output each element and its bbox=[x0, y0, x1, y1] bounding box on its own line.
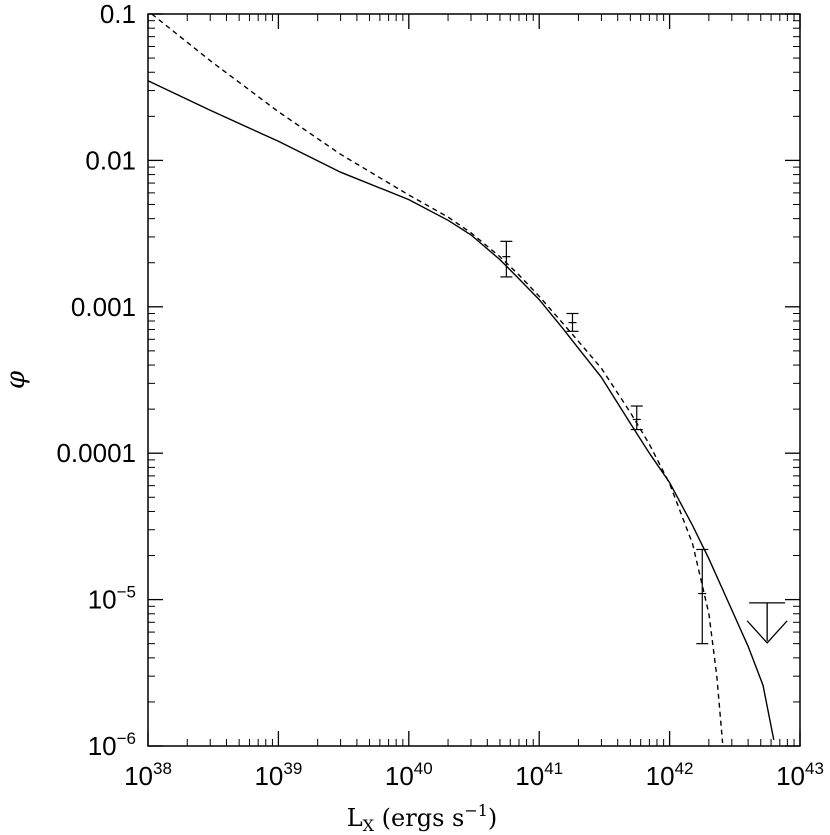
series-dashed-line bbox=[151, 13, 724, 743]
series-layer bbox=[147, 13, 775, 743]
x-axis-label-main: L bbox=[347, 804, 363, 832]
y-tick-base: 10 bbox=[88, 731, 117, 761]
x-tick-exponent: 43 bbox=[805, 759, 824, 778]
upper-limit-arrow bbox=[746, 602, 788, 644]
y-tick-exponent: −5 bbox=[117, 583, 136, 602]
upper-limits bbox=[746, 602, 788, 644]
x-axis-label-units: (ergs s bbox=[374, 804, 464, 832]
x-axis-label-subscript: X bbox=[363, 816, 375, 835]
y-tick-label: 0.0001 bbox=[56, 438, 136, 468]
x-tick-exponent: 42 bbox=[675, 759, 694, 778]
y-tick-label: 10−5 bbox=[88, 583, 136, 615]
upper-limit-arrowhead bbox=[746, 620, 788, 644]
error-bar-point bbox=[500, 240, 513, 278]
y-tick-label: 10−6 bbox=[88, 729, 136, 761]
x-tick-label: 1043 bbox=[776, 759, 824, 791]
y-axis-label: φ bbox=[1, 370, 31, 389]
x-tick-label: 1040 bbox=[385, 759, 433, 791]
x-tick-label: 1038 bbox=[124, 759, 172, 791]
y-tick-label: 0.001 bbox=[71, 292, 136, 322]
x-tick-base: 10 bbox=[515, 761, 544, 791]
x-axis-label: LX (ergs s−1) bbox=[347, 801, 498, 835]
minor-ticks bbox=[148, 14, 800, 746]
x-tick-base: 10 bbox=[124, 761, 153, 791]
error-bar-point bbox=[630, 405, 643, 431]
y-tick-exponent: −6 bbox=[117, 729, 136, 748]
plot-frame bbox=[147, 13, 801, 747]
y-tick-label: 0.01 bbox=[85, 145, 136, 175]
x-tick-label: 1042 bbox=[646, 759, 694, 791]
x-tick-exponent: 39 bbox=[283, 759, 302, 778]
x-tick-exponent: 38 bbox=[153, 759, 172, 778]
x-tick-base: 10 bbox=[776, 761, 805, 791]
error-bar-point bbox=[696, 548, 709, 645]
y-tick-label: 0.1 bbox=[100, 0, 136, 29]
y-tick-base: 10 bbox=[88, 585, 117, 615]
x-tick-exponent: 41 bbox=[544, 759, 563, 778]
error-bars bbox=[500, 240, 709, 645]
x-tick-base: 10 bbox=[385, 761, 414, 791]
x-tick-exponent: 40 bbox=[414, 759, 433, 778]
x-axis-label-units-exponent: −1 bbox=[464, 801, 488, 820]
x-tick-label: 1041 bbox=[515, 759, 563, 791]
x-tick-label: 1039 bbox=[254, 759, 302, 791]
series-solid-line bbox=[147, 80, 775, 741]
x-axis-label-units-close: ) bbox=[488, 804, 497, 832]
x-tick-base: 10 bbox=[646, 761, 675, 791]
error-bar-point bbox=[566, 312, 579, 332]
x-tick-base: 10 bbox=[254, 761, 283, 791]
x-tick-labels: 1038 1039 1040 1041 1042 1043 bbox=[124, 759, 824, 791]
